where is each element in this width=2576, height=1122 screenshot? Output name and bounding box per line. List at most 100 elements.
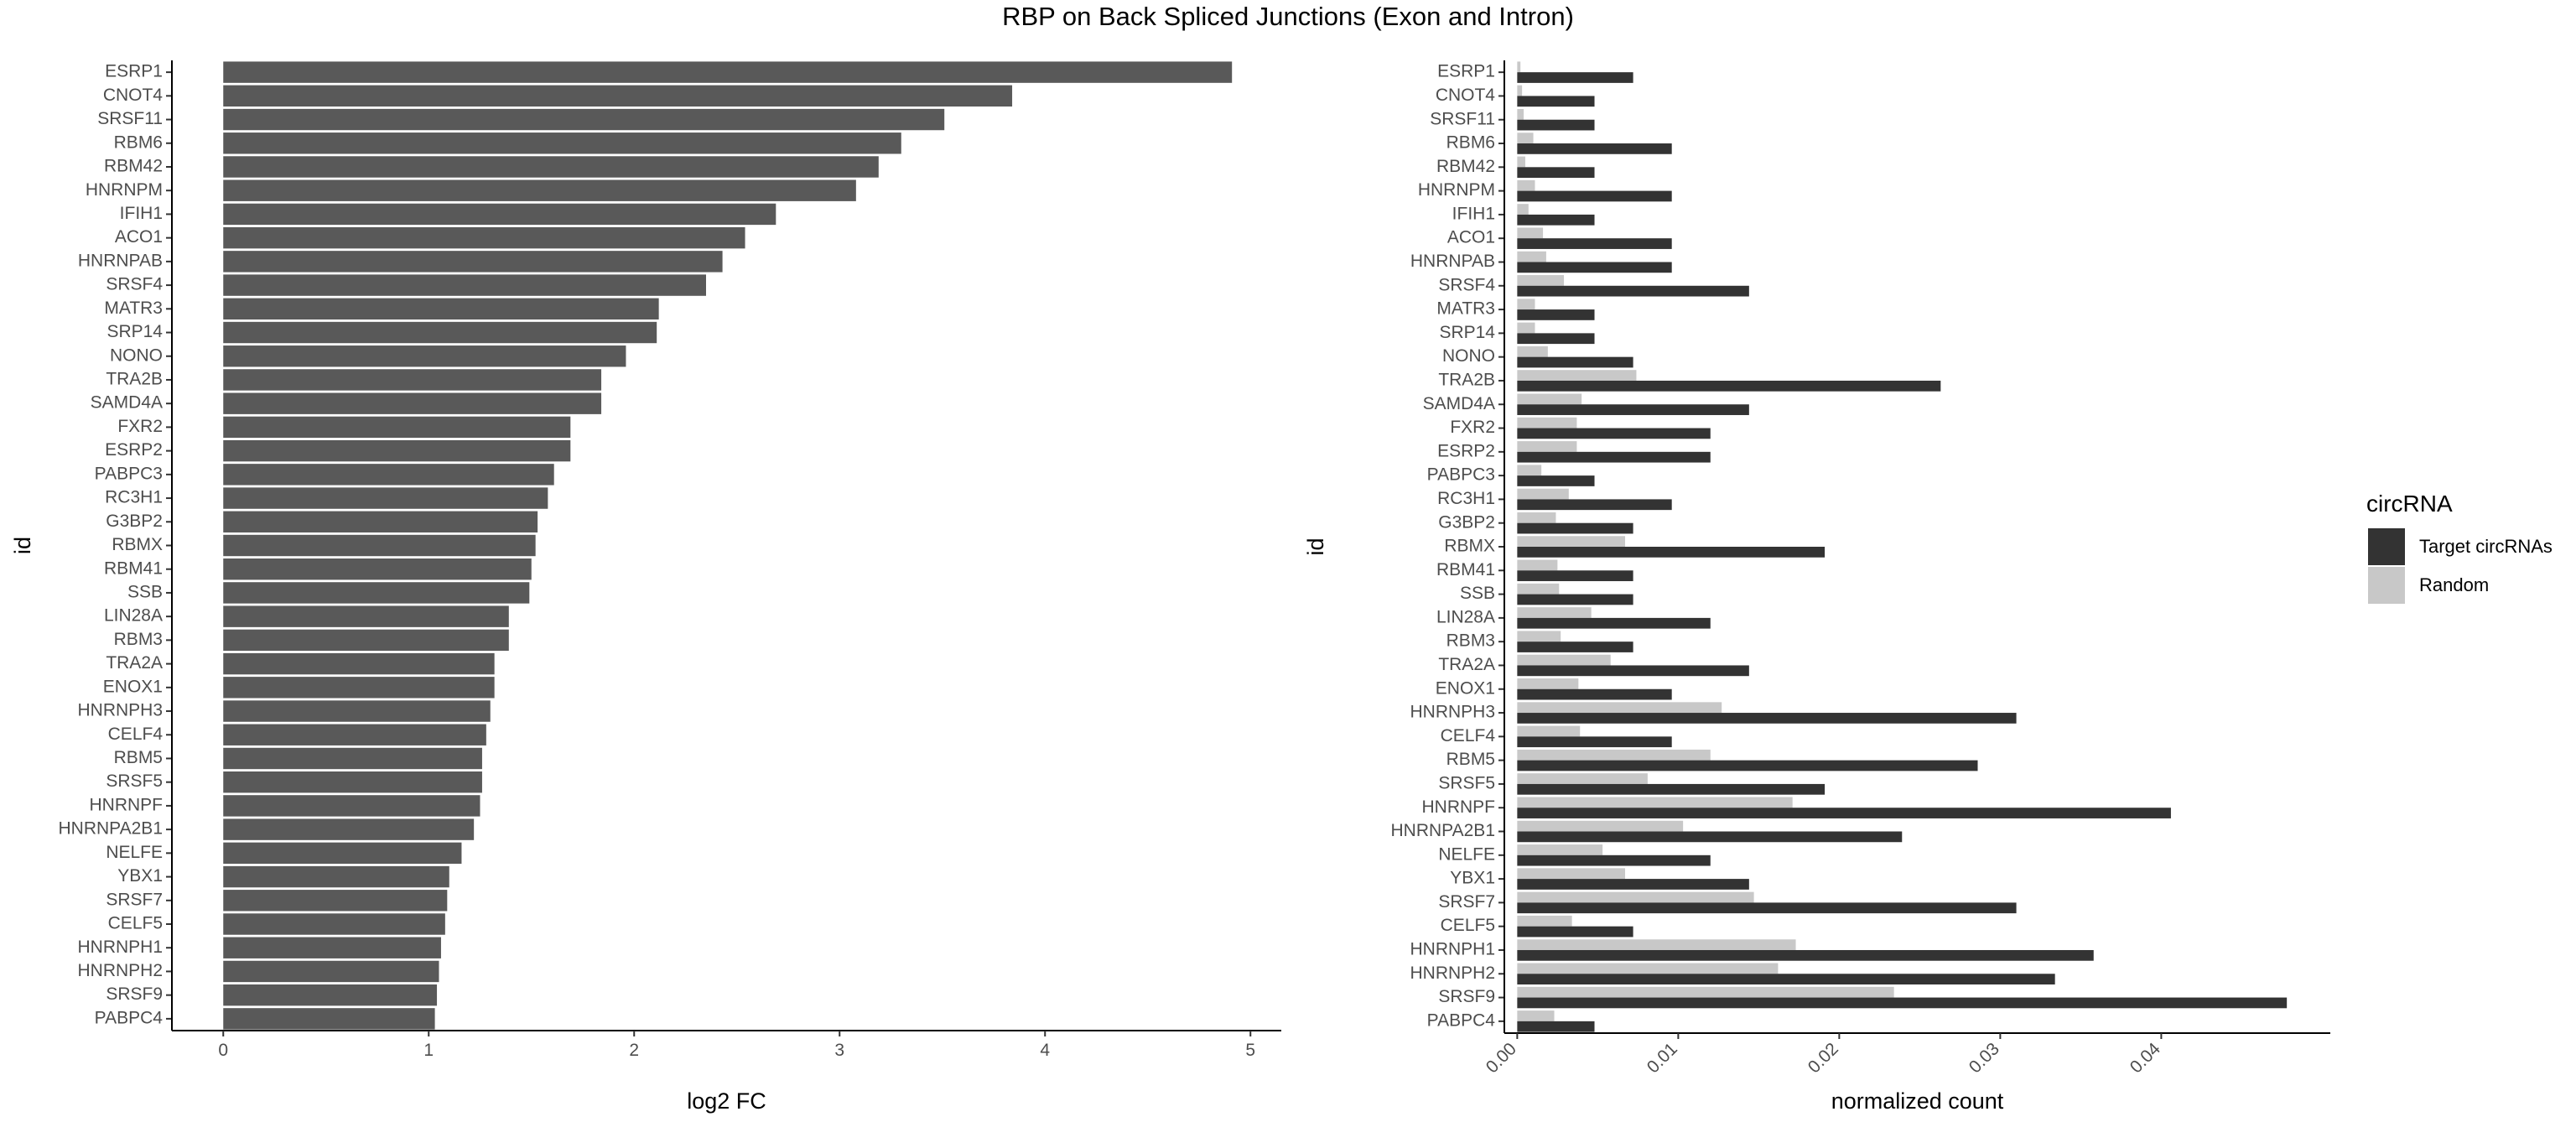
bar-random-srsf11 bbox=[1517, 109, 1524, 120]
y-tick-label-ssb: SSB bbox=[1460, 584, 1495, 603]
bar-random-esrp1 bbox=[1517, 61, 1521, 73]
bar-samd4a bbox=[223, 392, 602, 414]
y-tick-label-aco1: ACO1 bbox=[1447, 228, 1495, 247]
bar-random-celf4 bbox=[1517, 725, 1581, 737]
bar-target-hnrnph2 bbox=[1517, 974, 2055, 984]
y-tick-label-esrp2: ESRP2 bbox=[105, 440, 163, 460]
bar-target-nono bbox=[1517, 356, 1633, 368]
bar-random-hnrnpa2b1 bbox=[1517, 820, 1684, 832]
bar-target-hnrnpm bbox=[1517, 190, 1672, 202]
y-axis-title: id bbox=[10, 537, 35, 554]
bar-target-rbm42 bbox=[1517, 167, 1595, 179]
bar-random-hnrnph1 bbox=[1517, 939, 1796, 950]
x-tick-label: 0.04 bbox=[2127, 1039, 2164, 1077]
bar-g3bp2 bbox=[223, 511, 538, 532]
bar-target-rbm6 bbox=[1517, 143, 1672, 154]
bar-target-lin28a bbox=[1517, 617, 1711, 629]
y-tick-label-tra2a: TRA2A bbox=[106, 653, 163, 673]
y-tick-label-hnrnph3: HNRNPH3 bbox=[77, 701, 163, 720]
y-tick-label-lin28a: LIN28A bbox=[104, 606, 163, 626]
bar-target-g3bp2 bbox=[1517, 522, 1633, 534]
y-tick-label-hnrnpm: HNRNPM bbox=[86, 180, 163, 200]
y-tick-label-nelfe: NELFE bbox=[1438, 844, 1495, 864]
y-tick-label-celf4: CELF4 bbox=[1441, 726, 1496, 745]
y-tick-label-fxr2: FXR2 bbox=[1450, 418, 1495, 437]
bar-target-rbm5 bbox=[1517, 760, 1978, 771]
y-tick-label-matr3: MATR3 bbox=[1436, 299, 1495, 319]
y-tick-label-rbm5: RBM5 bbox=[1446, 750, 1495, 769]
bar-random-pabpc3 bbox=[1517, 465, 1542, 476]
y-tick-label-hnrnpa2b1: HNRNPA2B1 bbox=[1391, 821, 1495, 840]
y-tick-label-hnrnph2: HNRNPH2 bbox=[1410, 964, 1495, 983]
y-tick-label-rbm41: RBM41 bbox=[104, 558, 163, 578]
bar-random-rbm42 bbox=[1517, 156, 1525, 168]
bar-random-hnrnpf bbox=[1517, 797, 1793, 808]
bar-random-hnrnph2 bbox=[1517, 963, 1779, 974]
left-panel-logfc: ESRP1 CNOT4 SRSF11 RBM6 RBM42 HNRNPM IFIH1 ACO1… bbox=[10, 60, 1281, 1114]
y-tick-label-cnot4: CNOT4 bbox=[103, 86, 163, 105]
bar-random-fxr2 bbox=[1517, 417, 1577, 429]
y-tick-label-samd4a: SAMD4A bbox=[1423, 394, 1495, 413]
bar-random-rc3h1 bbox=[1517, 488, 1569, 500]
bar-target-hnrnpa2b1 bbox=[1517, 831, 1903, 843]
bar-random-pabpc4 bbox=[1517, 1010, 1555, 1021]
bar-random-tra2b bbox=[1517, 370, 1637, 381]
bar-target-tra2b bbox=[1517, 380, 1941, 392]
bar-lin28a bbox=[223, 605, 509, 627]
bar-random-ybx1 bbox=[1517, 868, 1626, 880]
y-tick-label-celf5: CELF5 bbox=[1441, 916, 1495, 935]
y-tick-label-pabpc4: PABPC4 bbox=[1427, 1010, 1496, 1030]
bar-random-rbm5 bbox=[1517, 749, 1711, 761]
y-tick-label-hnrnpab: HNRNPAB bbox=[78, 251, 163, 270]
bar-random-nelfe bbox=[1517, 844, 1603, 855]
y-tick-label-srp14: SRP14 bbox=[106, 322, 163, 341]
y-tick-label-g3bp2: G3BP2 bbox=[1438, 512, 1495, 532]
y-tick-label-fxr2: FXR2 bbox=[117, 417, 163, 436]
right-panel-normalized-count: ESRP1 CNOT4 SRSF11 RBM6 RBM42 HNRNPM IFIH1 ACO1… bbox=[1303, 60, 2330, 1114]
x-tick-label: 0.02 bbox=[1805, 1039, 1842, 1077]
y-tick-label-rbm42: RBM42 bbox=[104, 157, 163, 176]
bar-fxr2 bbox=[223, 416, 571, 439]
y-tick-label-hnrnpm: HNRNPM bbox=[1418, 180, 1495, 200]
bar-esrp1 bbox=[223, 61, 1233, 83]
x-axis-title: normalized count bbox=[1831, 1088, 2004, 1114]
y-tick-label-hnrnpf: HNRNPF bbox=[90, 795, 164, 814]
bar-target-srsf11 bbox=[1517, 119, 1595, 131]
bar-random-ssb bbox=[1517, 583, 1560, 595]
y-tick-label-rbmx: RBMX bbox=[1444, 537, 1495, 556]
y-tick-label-pabpc3: PABPC3 bbox=[1427, 465, 1495, 485]
bar-rbm3 bbox=[223, 629, 509, 652]
y-tick-label-rbm3: RBM3 bbox=[1446, 631, 1495, 651]
bar-pabpc3 bbox=[223, 464, 554, 486]
bar-random-hnrnpab bbox=[1517, 251, 1546, 262]
bar-hnrnph3 bbox=[223, 700, 491, 722]
bar-hnrnph1 bbox=[223, 937, 441, 958]
y-axis-title: id bbox=[1303, 538, 1328, 555]
y-tick-label-srsf5: SRSF5 bbox=[1438, 773, 1495, 792]
bar-srsf11 bbox=[223, 108, 945, 131]
bar-target-srsf4 bbox=[1517, 285, 1749, 297]
bar-random-hnrnpm bbox=[1517, 179, 1535, 191]
y-tick-label-tra2a: TRA2A bbox=[1438, 655, 1495, 674]
bar-target-hnrnpab bbox=[1517, 262, 1672, 273]
y-tick-label-nelfe: NELFE bbox=[106, 843, 163, 862]
y-tick-label-hnrnpf: HNRNPF bbox=[1422, 797, 1496, 817]
bar-target-enox1 bbox=[1517, 688, 1672, 700]
bar-random-enox1 bbox=[1517, 678, 1579, 689]
bar-target-rbmx bbox=[1517, 547, 1826, 558]
y-tick-label-rbm6: RBM6 bbox=[1446, 133, 1495, 153]
y-tick-label-srsf5: SRSF5 bbox=[106, 771, 163, 791]
legend-title: circRNA bbox=[2366, 491, 2453, 517]
bar-random-srsf9 bbox=[1517, 986, 1894, 998]
y-tick-label-srsf7: SRSF7 bbox=[1438, 892, 1495, 912]
y-tick-label-esrp1: ESRP1 bbox=[105, 62, 163, 81]
bar-hnrnph2 bbox=[223, 960, 439, 983]
y-tick-label-rbm6: RBM6 bbox=[114, 132, 163, 152]
y-tick-label-rc3h1: RC3H1 bbox=[105, 488, 163, 507]
x-tick-label: 3 bbox=[834, 1041, 844, 1060]
bar-random-g3bp2 bbox=[1517, 512, 1556, 523]
bar-srsf9 bbox=[223, 984, 438, 1006]
bar-ifih1 bbox=[223, 203, 776, 226]
bar-target-cnot4 bbox=[1517, 96, 1595, 107]
